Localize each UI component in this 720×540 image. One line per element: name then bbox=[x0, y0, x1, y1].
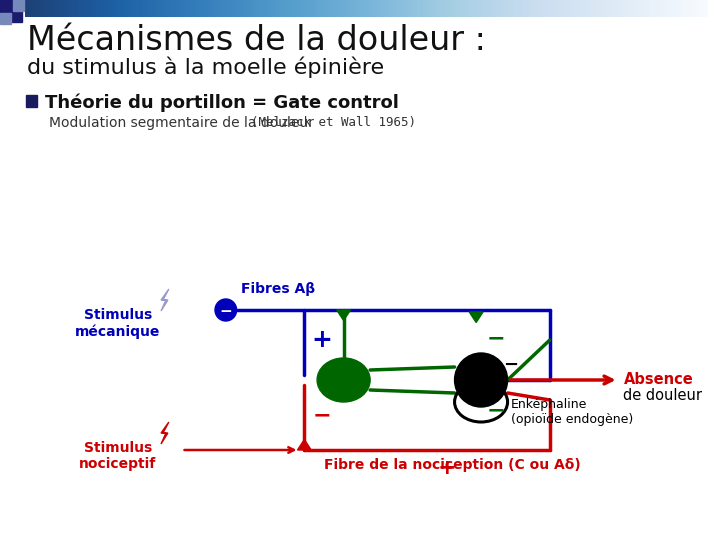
Text: (Melzack et Wall 1965): (Melzack et Wall 1965) bbox=[251, 116, 415, 129]
Text: +: + bbox=[437, 458, 456, 478]
Ellipse shape bbox=[317, 358, 370, 402]
Text: −: − bbox=[487, 400, 505, 420]
Circle shape bbox=[454, 353, 508, 407]
Bar bbox=[0, 0, 22, 22]
Text: +: + bbox=[312, 328, 333, 352]
Text: Enképhaline
(opioïde endogène): Enképhaline (opioïde endogène) bbox=[510, 398, 633, 426]
Text: −: − bbox=[503, 356, 518, 374]
Bar bbox=[0, 13, 11, 24]
Text: Modulation segmentaire de la douleur: Modulation segmentaire de la douleur bbox=[49, 116, 318, 130]
Polygon shape bbox=[161, 422, 169, 444]
Text: Stimulus
nociceptif: Stimulus nociceptif bbox=[79, 441, 156, 471]
Text: −: − bbox=[312, 405, 331, 425]
Polygon shape bbox=[337, 310, 351, 321]
Text: Mécanismes de la douleur :: Mécanismes de la douleur : bbox=[27, 24, 487, 57]
Bar bbox=[13, 0, 24, 11]
Text: Théorie du portillon = Gate control: Théorie du portillon = Gate control bbox=[45, 94, 399, 112]
Text: Fibres Aβ: Fibres Aβ bbox=[240, 282, 315, 296]
Text: Stimulus
mécanique: Stimulus mécanique bbox=[75, 308, 161, 339]
Text: du stimulus à la moelle épinière: du stimulus à la moelle épinière bbox=[27, 57, 384, 78]
Polygon shape bbox=[161, 289, 169, 311]
Circle shape bbox=[215, 299, 237, 321]
Text: Absence: Absence bbox=[624, 372, 693, 387]
Polygon shape bbox=[469, 312, 483, 322]
Bar bbox=[25, 95, 37, 107]
Text: de douleur: de douleur bbox=[624, 388, 703, 403]
Text: −: − bbox=[220, 303, 232, 319]
Text: −: − bbox=[487, 328, 505, 348]
Text: Fibre de la nociception (C ou Aδ): Fibre de la nociception (C ou Aδ) bbox=[324, 458, 581, 472]
Polygon shape bbox=[297, 440, 311, 450]
